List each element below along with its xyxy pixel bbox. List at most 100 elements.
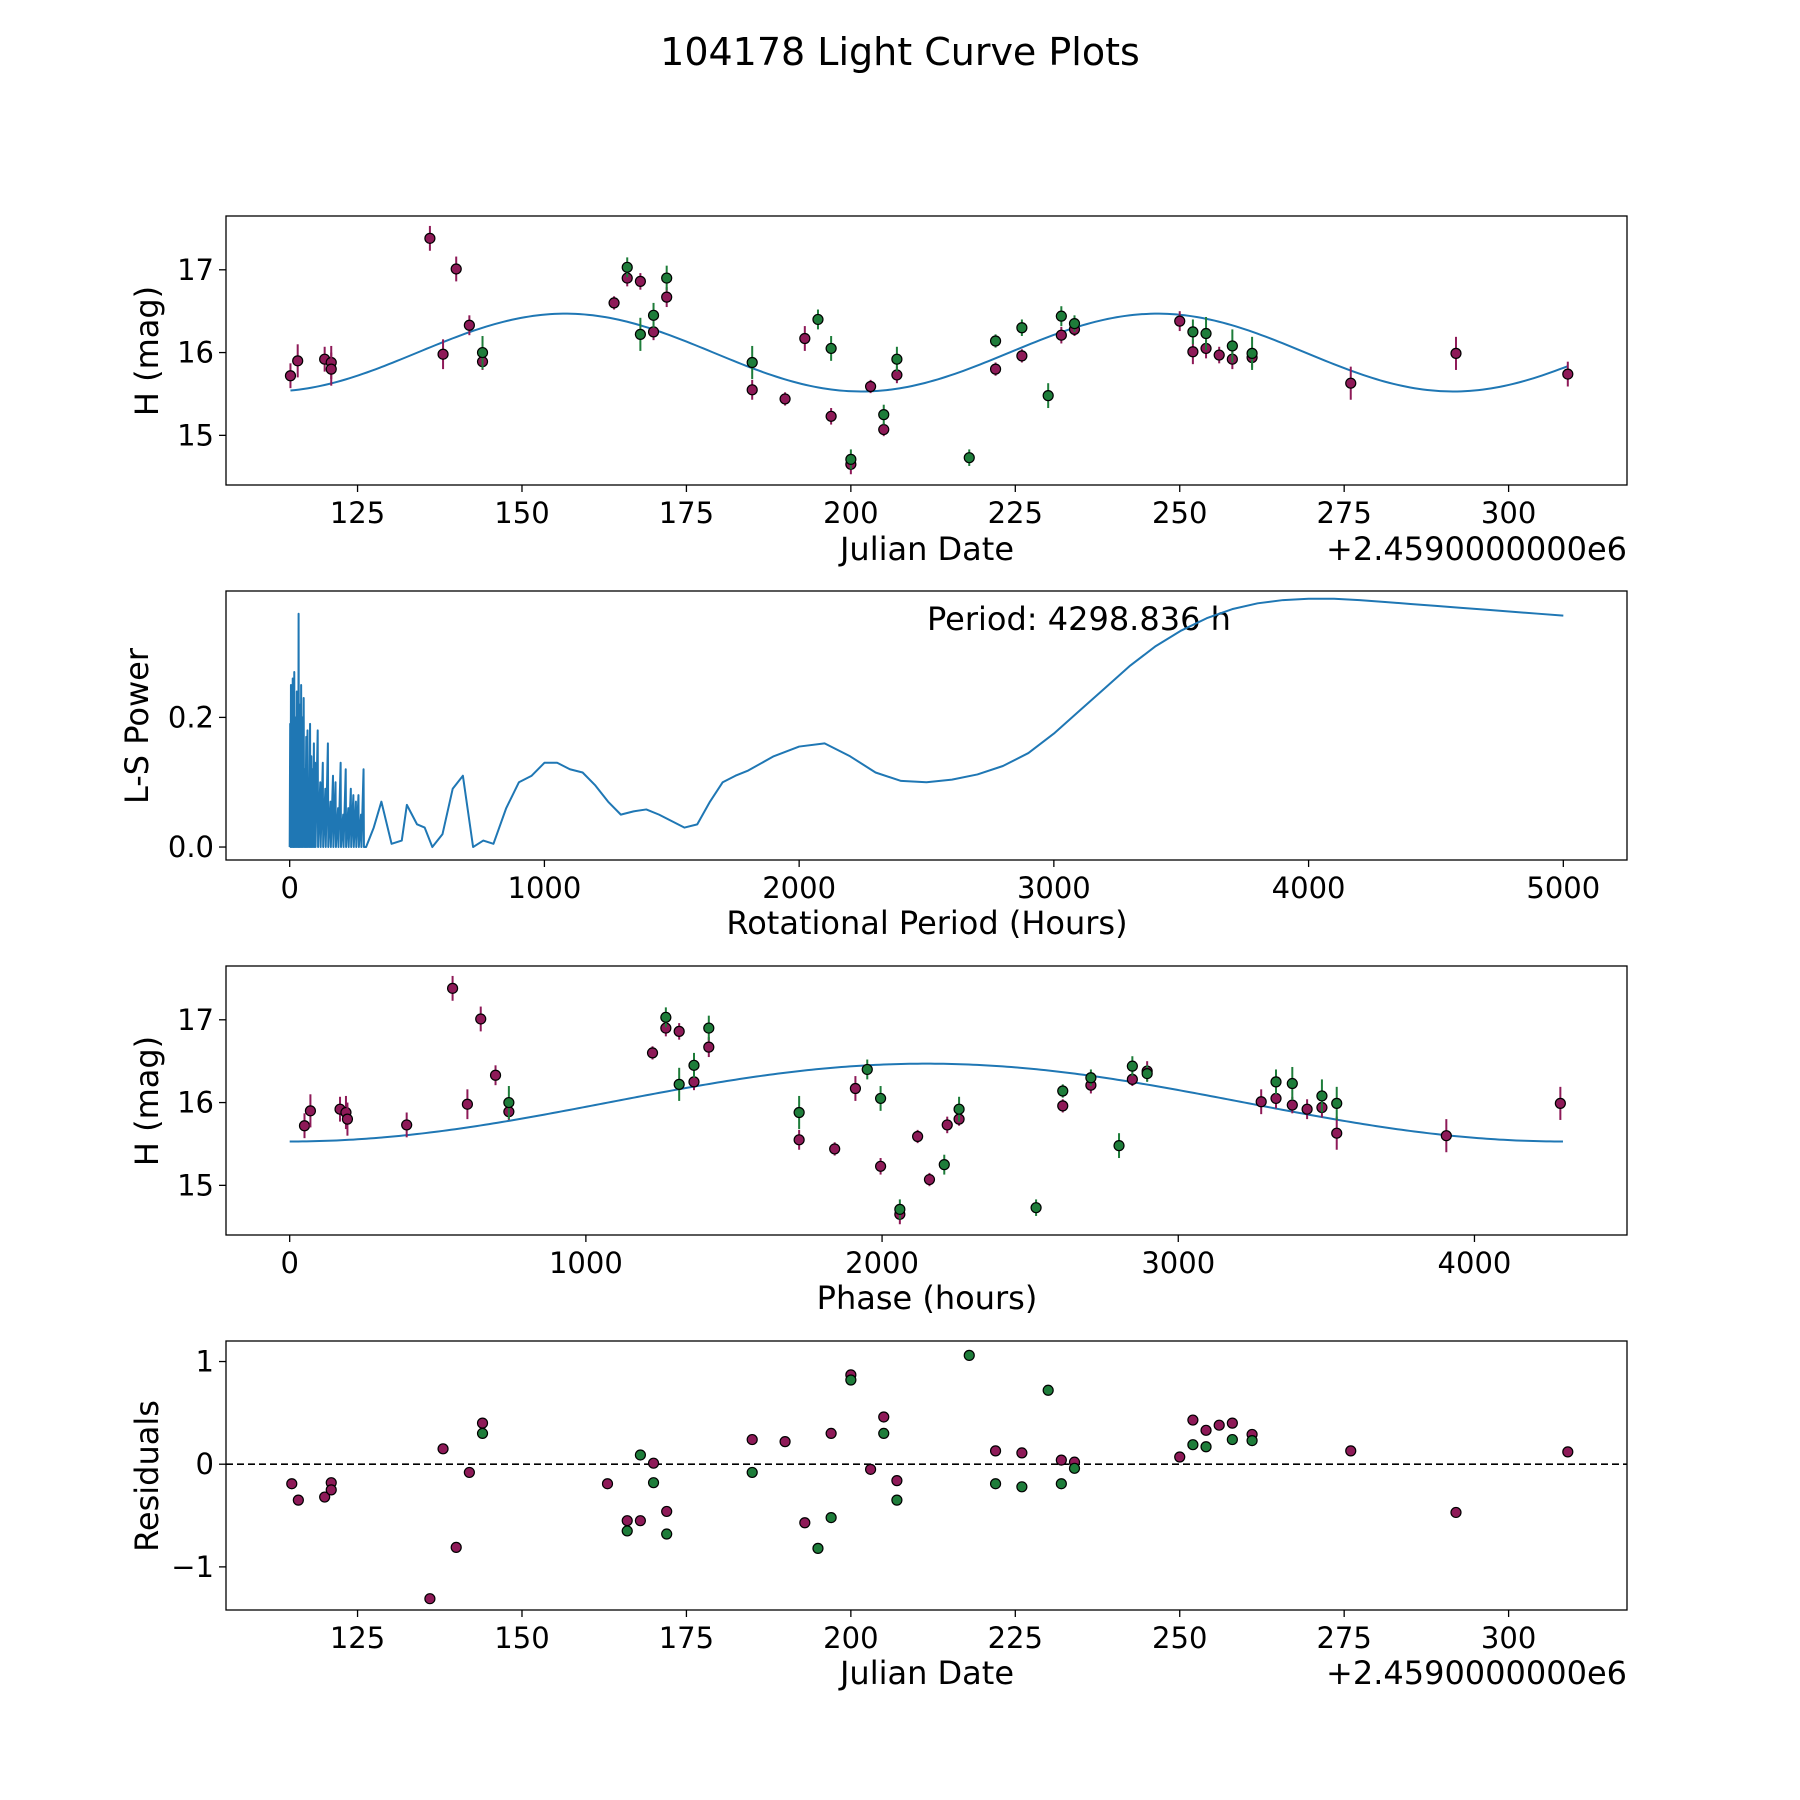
data-point — [1174, 315, 1186, 327]
lightcurve-xlabel: Julian Date — [838, 530, 1014, 568]
data-point — [812, 1542, 824, 1554]
series-green — [476, 1349, 1258, 1554]
residuals-panel: Residuals Julian Date +2.4590000000e6 12… — [128, 1340, 1628, 1692]
axes-frame — [225, 590, 1628, 861]
x-tick-label: 225 — [988, 496, 1043, 530]
series-green — [503, 1007, 1343, 1220]
data-point — [1301, 1103, 1313, 1115]
x-tick-label: 0 — [280, 1246, 298, 1280]
data-point — [912, 1130, 924, 1143]
data-point — [779, 1436, 791, 1448]
data-point — [1270, 1092, 1282, 1105]
data-point — [1554, 1097, 1566, 1109]
data-point — [812, 313, 824, 326]
series-magenta — [284, 225, 1574, 475]
data-point — [1016, 1447, 1028, 1459]
data-point — [634, 328, 646, 340]
data-point — [489, 1069, 502, 1081]
plot-area — [284, 225, 1574, 475]
data-point — [292, 355, 304, 367]
x-tick-label: 5000 — [1526, 871, 1600, 905]
axes-frame — [225, 1340, 1628, 1611]
data-point — [437, 1443, 449, 1455]
data-point — [463, 319, 475, 331]
data-point — [746, 1466, 758, 1479]
data-point — [799, 1517, 811, 1529]
data-point — [601, 1478, 614, 1490]
x-tick-label: 3000 — [1017, 871, 1091, 905]
data-point — [325, 363, 337, 375]
data-point — [1345, 377, 1357, 389]
data-point — [646, 1047, 659, 1059]
data-point — [825, 410, 837, 422]
data-point — [953, 1103, 965, 1115]
data-point — [450, 263, 462, 275]
data-point — [1270, 1076, 1282, 1088]
data-point — [461, 1098, 473, 1110]
data-point — [1042, 1384, 1054, 1396]
data-point — [341, 1113, 354, 1125]
data-point — [476, 1427, 489, 1440]
axes-frame — [225, 965, 1628, 1236]
data-point — [799, 332, 811, 345]
y-tick-label: 0.0 — [168, 830, 214, 864]
data-point — [647, 326, 660, 338]
data-point — [608, 297, 620, 309]
data-point — [825, 1511, 837, 1524]
data-point — [284, 370, 297, 382]
data-point — [845, 453, 857, 465]
data-point — [1057, 1085, 1069, 1097]
data-point — [1187, 346, 1199, 358]
data-point — [1286, 1077, 1298, 1090]
series-magenta — [286, 1369, 1574, 1605]
data-point — [450, 1541, 462, 1553]
power-line — [288, 597, 1564, 849]
data-point — [475, 1013, 487, 1025]
data-point — [1226, 340, 1238, 352]
x-tick-label: 275 — [1316, 496, 1371, 530]
x-tick-label: 275 — [1316, 1621, 1371, 1655]
data-point — [894, 1203, 906, 1215]
residuals-ylabel: Residuals — [128, 1400, 166, 1552]
data-point — [1187, 326, 1199, 338]
residuals-xlabel: Julian Date — [838, 1654, 1014, 1692]
x-tick-label: 4000 — [1438, 1246, 1512, 1280]
figure-title: 104178 Light Curve Plots — [660, 30, 1140, 74]
data-point — [503, 1096, 515, 1109]
data-point — [688, 1059, 700, 1071]
data-point — [476, 346, 489, 359]
data-point — [938, 1159, 950, 1171]
data-point — [1042, 390, 1054, 402]
data-point — [1141, 1067, 1153, 1080]
residuals-x-offset: +2.4590000000e6 — [1326, 1654, 1627, 1692]
x-tick-label: 150 — [494, 496, 549, 530]
model-curve — [290, 312, 1569, 393]
x-tick-label: 175 — [659, 496, 714, 530]
data-point — [864, 1463, 877, 1475]
x-tick-label: 3000 — [1141, 1246, 1215, 1280]
data-point — [963, 452, 975, 464]
lightcurve-x-offset: +2.4590000000e6 — [1326, 530, 1627, 568]
y-tick-label: 15 — [177, 1168, 214, 1202]
data-point — [634, 1515, 646, 1527]
data-point — [661, 1505, 673, 1518]
x-tick-label: 300 — [1481, 496, 1536, 530]
data-point — [476, 1417, 489, 1429]
data-point — [878, 1427, 890, 1440]
data-point — [673, 1025, 685, 1037]
data-point — [304, 1105, 317, 1117]
data-point — [1068, 1462, 1081, 1474]
data-point — [891, 353, 903, 365]
x-tick-label: 300 — [1481, 1621, 1536, 1655]
x-tick-label: 2000 — [845, 1246, 919, 1280]
data-point — [298, 1120, 311, 1132]
data-point — [1331, 1127, 1343, 1139]
data-point — [1331, 1097, 1343, 1109]
periodogram-xlabel: Rotational Period (Hours) — [726, 904, 1127, 942]
data-point — [634, 1449, 646, 1461]
data-point — [1174, 1451, 1186, 1463]
data-point — [661, 291, 673, 303]
y-tick-label: 0.2 — [168, 700, 214, 734]
data-point — [989, 335, 1002, 347]
data-point — [621, 261, 633, 273]
